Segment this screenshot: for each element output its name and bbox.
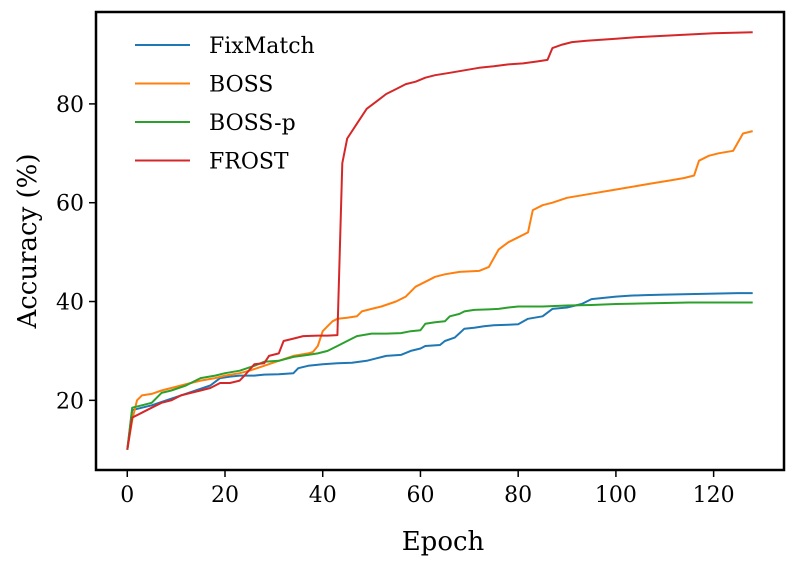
series-line-fixmatch <box>126 292 753 450</box>
x-axis-title: Epoch <box>402 527 485 557</box>
y-tick-label: 80 <box>56 93 84 118</box>
series-line-frost <box>126 31 753 450</box>
legend-label-fixmatch: FixMatch <box>209 34 315 59</box>
y-tick-label: 60 <box>56 192 84 217</box>
y-tick-label: 40 <box>56 291 84 316</box>
x-tick-label: 20 <box>211 483 239 508</box>
series-layer <box>126 31 753 450</box>
x-tick-label: 100 <box>595 483 637 508</box>
legend-label-boss: BOSS <box>209 73 273 98</box>
legend-label-frost: FROST <box>209 150 289 175</box>
y-axis: 20 40 60 80 <box>56 93 96 414</box>
y-axis-title: Accuracy (%) <box>13 153 43 329</box>
x-tick-label: 80 <box>504 483 532 508</box>
x-tick-label: 60 <box>406 483 434 508</box>
plot-background <box>96 12 784 470</box>
plot-frame <box>94 10 786 472</box>
x-tick-label: 40 <box>309 483 337 508</box>
series-line-boss-p <box>126 301 753 450</box>
x-tick-label: 0 <box>120 483 134 508</box>
series-line-boss <box>126 130 753 450</box>
x-axis: 0 20 40 60 80 100 120 <box>120 470 735 508</box>
legend: FixMatch BOSS BOSS-p FROST <box>135 34 315 175</box>
x-tick-label: 120 <box>693 483 735 508</box>
y-tick-label: 20 <box>56 389 84 414</box>
legend-label-boss-p: BOSS-p <box>209 111 296 136</box>
